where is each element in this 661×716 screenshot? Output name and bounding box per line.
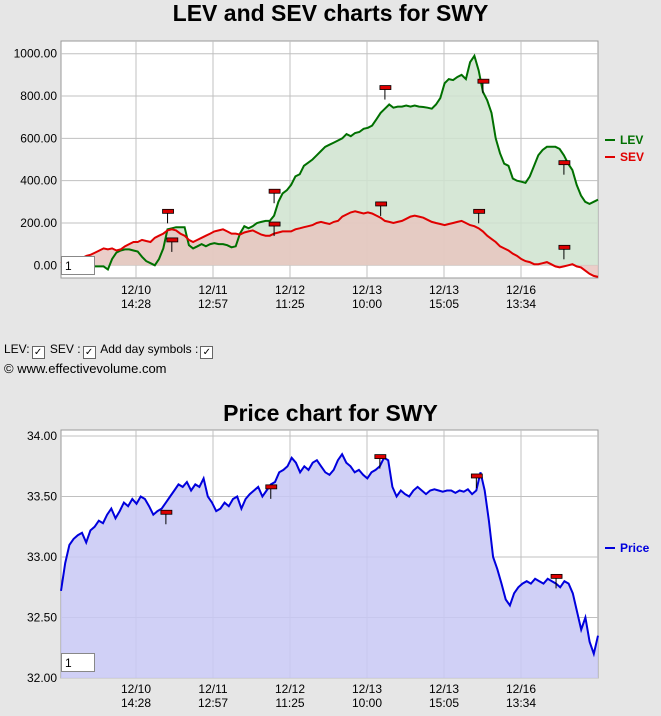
day-symbols-checkbox[interactable]: ✓ (200, 346, 214, 359)
x-tick-date: 12/13 (352, 682, 382, 696)
day-symbol (160, 509, 173, 525)
price-area (61, 454, 598, 678)
sev-area (61, 211, 598, 277)
legend-label: LEV (620, 133, 643, 147)
y-tick-label: 600.00 (20, 131, 57, 145)
y-tick-label: 34.00 (27, 429, 57, 443)
legend-label: SEV (620, 150, 644, 164)
x-tick-time: 13:34 (506, 696, 536, 710)
x-tick-date: 12/16 (506, 682, 536, 696)
y-tick-label: 33.50 (27, 490, 57, 504)
sev-checkbox[interactable]: ✓ (82, 346, 96, 359)
y-tick-label: 1000.00 (14, 47, 58, 61)
x-tick-date: 12/12 (275, 283, 305, 297)
x-tick-time: 15:05 (429, 297, 459, 311)
x-tick-date: 12/13 (352, 283, 382, 297)
x-tick-time: 10:00 (352, 297, 382, 311)
day-symbol (558, 244, 571, 260)
copyright-link[interactable]: © www.effectivevolume.com (4, 361, 167, 376)
sev-line (60, 210, 599, 278)
day-symbol (473, 208, 486, 224)
day-symbol (374, 454, 387, 469)
x-tick-date: 12/11 (198, 682, 227, 696)
y-tick-label: 800.00 (20, 89, 57, 103)
lev-sev-chart-title: LEV and SEV charts for SWY (172, 0, 489, 26)
sev-label: SEV : (49, 342, 81, 356)
x-tick-time: 14:28 (121, 297, 151, 311)
day-symbol (470, 473, 483, 488)
x-tick-date: 12/16 (506, 283, 536, 297)
lev-line (60, 53, 599, 272)
day-symbols-label: Add day symbols : (100, 342, 199, 356)
day-symbol (550, 573, 563, 589)
x-tick-time: 11:25 (275, 696, 304, 710)
chart-options: LEV: ✓ SEV : ✓ Add day symbols : ✓ (4, 342, 215, 359)
x-tick-date: 12/13 (429, 283, 459, 297)
x-tick-time: 14:28 (121, 696, 151, 710)
y-tick-label: 33.00 (27, 550, 57, 564)
x-tick-time: 12:57 (198, 696, 228, 710)
x-tick-time: 10:00 (352, 696, 382, 710)
day-symbol (268, 221, 281, 237)
x-tick-date: 12/13 (429, 682, 459, 696)
x-tick-time: 11:25 (275, 297, 304, 311)
day-symbol (268, 188, 281, 204)
lev-zoom-input[interactable]: 1 (61, 256, 95, 275)
day-symbol (162, 208, 174, 224)
day-symbol (375, 201, 388, 216)
x-tick-date: 12/11 (198, 283, 227, 297)
price-line (60, 452, 599, 658)
day-symbol (379, 85, 392, 100)
y-tick-label: 0.00 (34, 258, 58, 272)
lev-sev-chart: 1000.00 800.00 600.00 400.00 200.00 0.00 12/10… (14, 40, 644, 311)
x-tick-time: 13:34 (506, 297, 536, 311)
lev-checkbox[interactable]: ✓ (31, 346, 45, 359)
lev-label: LEV: (4, 342, 30, 356)
y-tick-label: 32.50 (27, 611, 57, 625)
day-symbol (166, 237, 179, 252)
y-tick-label: 400.00 (20, 174, 57, 188)
x-tick-time: 15:05 (429, 696, 459, 710)
price-chart-title: Price chart for SWY (223, 400, 438, 426)
legend-label: Price (620, 541, 650, 555)
y-tick-label: 200.00 (20, 216, 57, 230)
y-tick-label: 32.00 (27, 671, 57, 685)
day-symbol (265, 484, 278, 499)
x-tick-date: 12/10 (121, 283, 151, 297)
x-tick-date: 12/12 (275, 682, 305, 696)
price-zoom-input[interactable]: 1 (61, 653, 95, 672)
x-tick-date: 12/10 (121, 682, 151, 696)
day-symbol (477, 78, 490, 94)
day-symbol (558, 160, 571, 175)
lev-area (61, 55, 598, 270)
x-tick-time: 12:57 (198, 297, 228, 311)
